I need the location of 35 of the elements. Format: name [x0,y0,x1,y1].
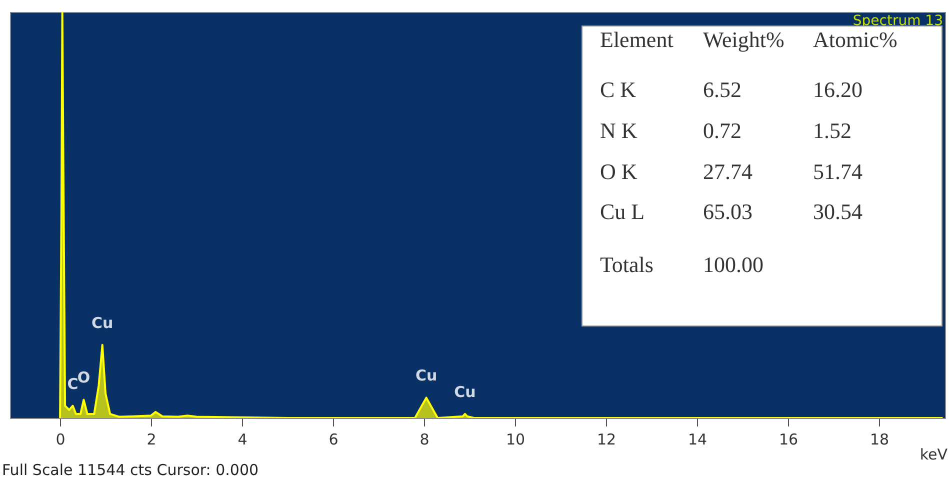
x-tick-label: 8 [420,430,430,448]
text: Full Scale 11544 cts Cursor: 0.000 [2,461,259,479]
annotation: 16.20 [813,77,862,102]
annotation: Cu [92,314,114,332]
x-tick-label: 0 [56,430,66,448]
x-tick-label: 2 [146,430,156,448]
x-tick-label: 16 [778,430,798,448]
annotation: C [67,374,78,393]
annotation: 51.74 [813,159,862,184]
x-tick-label: 12 [596,430,616,448]
x-tick-label: 6 [328,430,338,448]
annotation: 30.54 [813,199,862,224]
annotation: 27.74 [703,159,752,184]
annotation: Element [600,27,674,52]
x-tick-label: 18 [870,430,890,448]
x-axis-title: keV [920,446,948,464]
annotation: Weight% [703,27,784,52]
annotation: 65.03 [703,199,752,224]
annotation: Cu L [600,199,645,224]
annotation: 6.52 [703,77,742,102]
annotation: Cu [415,366,438,385]
annotation: Atomic% [813,27,898,52]
x-tick-label: 10 [506,430,526,448]
chart-title: Spectrum 13 [852,13,943,29]
x-tick-label: 4 [238,430,248,448]
annotation: 0.72 [703,118,742,143]
x-tick-label: 14 [688,430,708,448]
annotation: C K [600,77,636,102]
annotation: 1.52 [813,118,852,143]
annotation: N K [600,118,638,143]
annotation: 100.00 [703,252,764,277]
annotation: Totals [600,252,654,277]
annotation: O K [600,159,638,184]
annotation: Cu [454,382,476,401]
annotation: O [77,368,90,387]
